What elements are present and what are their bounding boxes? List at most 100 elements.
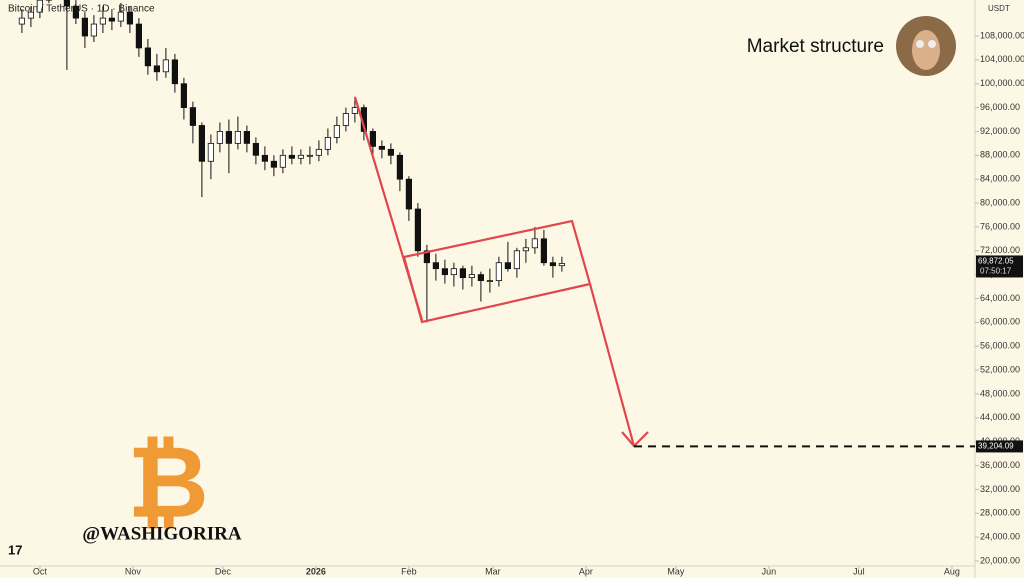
candle-body xyxy=(126,11,133,25)
candle-body xyxy=(522,247,530,252)
watermark: @WASHIGORIRA xyxy=(82,523,241,544)
projection-arrow xyxy=(588,283,636,447)
candle-body xyxy=(117,11,124,22)
y-tick-label: 84,000.00 xyxy=(980,174,1020,184)
drawings xyxy=(353,96,649,448)
x-tick-label: May xyxy=(667,566,685,576)
candle-body xyxy=(162,59,169,73)
candle-body xyxy=(423,250,431,264)
bitcoin-logo: ₿ xyxy=(127,426,209,538)
x-tick-label: Jun xyxy=(762,566,777,576)
candle-body xyxy=(171,59,178,85)
y-tick-label: 24,000.00 xyxy=(980,532,1020,542)
y-tick-label: 44,000.00 xyxy=(980,412,1020,422)
candle-body xyxy=(306,154,314,157)
candle-body xyxy=(540,238,548,264)
x-tick-label: Oct xyxy=(33,566,48,576)
candle-body xyxy=(414,208,422,252)
y-tick-label: 104,000.00 xyxy=(980,54,1024,64)
y-tick-label: 80,000.00 xyxy=(980,197,1020,207)
candle-body xyxy=(315,148,323,156)
candle-body xyxy=(378,145,386,150)
candle-body xyxy=(81,17,88,37)
candle-body xyxy=(90,23,97,37)
candle-body xyxy=(36,0,44,13)
y-tick-label: 108,000.00 xyxy=(980,30,1024,40)
x-tick-label: Dec xyxy=(215,566,232,576)
x-tick-label: Feb xyxy=(401,566,417,576)
candle-body xyxy=(513,250,521,270)
candle-body xyxy=(558,263,566,267)
chart-title: Bitcoin / TetherUS · 1D · Binance xyxy=(8,4,155,15)
candle-body xyxy=(504,262,512,270)
candle-body xyxy=(342,113,350,126)
y-tick-label: 72,000.00 xyxy=(980,245,1020,255)
candle-body xyxy=(369,131,377,147)
candle-body xyxy=(549,262,557,267)
candle-body xyxy=(153,65,160,73)
candle-body xyxy=(333,125,341,138)
target-label-bg xyxy=(976,440,1023,453)
candle-body xyxy=(144,47,151,67)
candle-body xyxy=(108,17,115,22)
candle-body xyxy=(351,107,359,114)
y-tick-label: 92,000.00 xyxy=(980,126,1020,136)
candle-body xyxy=(243,131,250,144)
target-label: 39,204.09 xyxy=(978,442,1014,451)
x-tick-label: Aug xyxy=(944,566,960,576)
candle-body xyxy=(279,154,287,168)
currency: USDT xyxy=(988,4,1010,13)
y-tick-label: 64,000.00 xyxy=(980,293,1020,303)
last-price: 69,872.05 xyxy=(978,257,1014,266)
candle-body xyxy=(99,17,106,25)
plot xyxy=(18,0,566,323)
y-tick-label: 36,000.00 xyxy=(980,460,1020,470)
y-tick-label: 28,000.00 xyxy=(980,508,1020,518)
x-tick-label: Apr xyxy=(579,566,593,576)
x-tick-label: Jul xyxy=(853,566,865,576)
candle-body xyxy=(396,154,404,180)
candle-body xyxy=(27,11,35,19)
y-tick-label: 56,000.00 xyxy=(980,341,1020,351)
candle-body xyxy=(252,142,259,156)
candle-body xyxy=(288,154,296,159)
candle-body xyxy=(216,131,223,144)
candle-body xyxy=(198,125,205,162)
candle-body xyxy=(531,238,539,249)
candle-body xyxy=(459,268,467,279)
candle-body xyxy=(297,154,305,159)
candle-body xyxy=(441,268,449,276)
candle-body xyxy=(270,160,278,168)
y-tick-label: 96,000.00 xyxy=(980,102,1020,112)
y-tick-label: 60,000.00 xyxy=(980,317,1020,327)
candle-body xyxy=(450,268,458,276)
candle-body xyxy=(63,0,70,7)
y-tick-label: 32,000.00 xyxy=(980,484,1020,494)
x-tick-label: 2026 xyxy=(306,566,326,576)
candle-body xyxy=(135,23,142,49)
candle-body xyxy=(477,274,485,282)
last-price-bg xyxy=(976,255,1023,278)
candle-body xyxy=(180,83,187,108)
y-tick-label: 52,000.00 xyxy=(980,364,1020,374)
arrow-head xyxy=(621,431,649,448)
y-tick-label: 20,000.00 xyxy=(980,555,1020,565)
candle-body xyxy=(225,131,232,144)
x-tick-label: Mar xyxy=(485,566,501,576)
annotation: Market structure xyxy=(747,36,884,57)
candle-body xyxy=(207,142,214,162)
candle-body xyxy=(432,262,440,270)
candle-body xyxy=(486,280,494,283)
y-tick-label: 100,000.00 xyxy=(980,78,1024,88)
candle-body xyxy=(468,274,476,279)
candle-body xyxy=(261,154,269,162)
candle-body xyxy=(387,148,395,156)
y-tick-label: 48,000.00 xyxy=(980,388,1020,398)
candle-body xyxy=(495,262,503,282)
avatar xyxy=(896,16,956,76)
candle-body xyxy=(72,5,79,19)
candle-body xyxy=(405,178,413,210)
countdown: 07:50:17 xyxy=(980,267,1012,276)
